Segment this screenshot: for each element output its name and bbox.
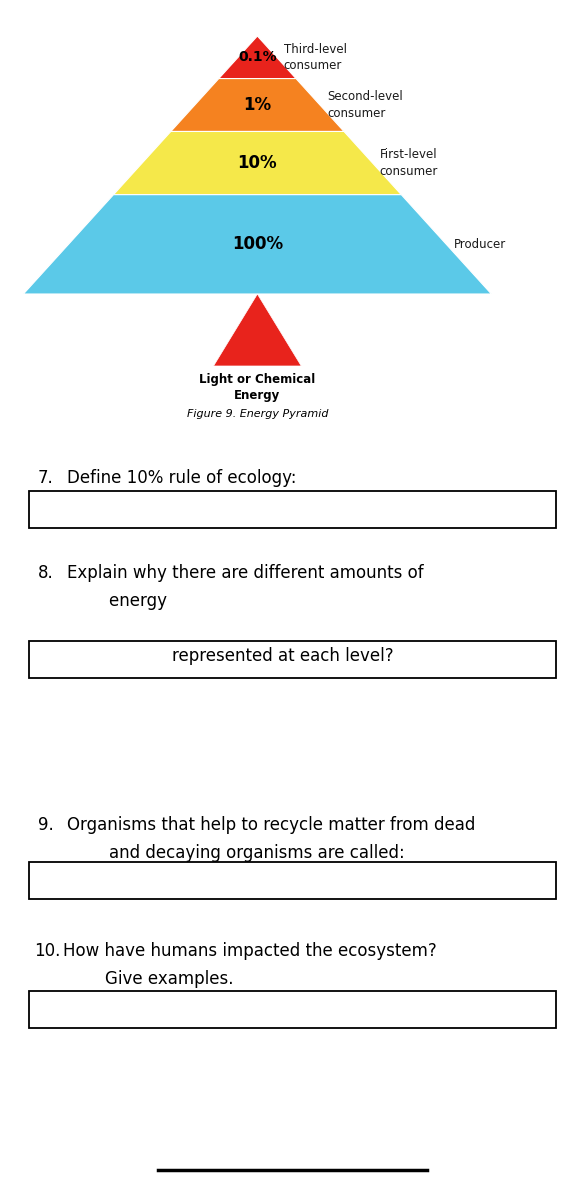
Text: Producer: Producer bbox=[453, 238, 505, 251]
Text: and decaying organisms are called:: and decaying organisms are called: bbox=[67, 844, 405, 862]
FancyBboxPatch shape bbox=[29, 491, 556, 528]
Polygon shape bbox=[171, 78, 344, 132]
Text: Figure 9. Energy Pyramid: Figure 9. Energy Pyramid bbox=[187, 409, 328, 419]
Text: 100%: 100% bbox=[232, 235, 283, 253]
Polygon shape bbox=[23, 194, 491, 294]
Polygon shape bbox=[214, 294, 301, 366]
Text: energy: energy bbox=[67, 592, 167, 610]
Text: Give examples.: Give examples. bbox=[63, 970, 233, 988]
Text: How have humans impacted the ecosystem?: How have humans impacted the ecosystem? bbox=[63, 942, 437, 960]
Text: 1%: 1% bbox=[243, 96, 271, 114]
Text: First-level
consumer: First-level consumer bbox=[380, 149, 438, 178]
Text: 9.: 9. bbox=[38, 816, 54, 834]
Text: Light or Chemical
Energy: Light or Chemical Energy bbox=[199, 373, 315, 402]
FancyBboxPatch shape bbox=[29, 641, 556, 678]
Text: represented at each level?: represented at each level? bbox=[67, 647, 394, 665]
Text: Third-level
consumer: Third-level consumer bbox=[284, 42, 347, 72]
Text: Organisms that help to recycle matter from dead: Organisms that help to recycle matter fr… bbox=[67, 816, 476, 834]
Text: 7.: 7. bbox=[38, 469, 54, 487]
FancyBboxPatch shape bbox=[29, 862, 556, 899]
Text: Explain why there are different amounts of: Explain why there are different amounts … bbox=[67, 564, 424, 582]
Text: 10.: 10. bbox=[34, 942, 60, 960]
Text: 8.: 8. bbox=[38, 564, 54, 582]
Text: Second-level
consumer: Second-level consumer bbox=[327, 90, 402, 120]
Text: 10%: 10% bbox=[238, 154, 277, 172]
Text: 0.1%: 0.1% bbox=[238, 50, 277, 65]
Text: Define 10% rule of ecology:: Define 10% rule of ecology: bbox=[67, 469, 297, 487]
Polygon shape bbox=[113, 132, 401, 194]
FancyBboxPatch shape bbox=[29, 991, 556, 1028]
Polygon shape bbox=[219, 36, 296, 78]
